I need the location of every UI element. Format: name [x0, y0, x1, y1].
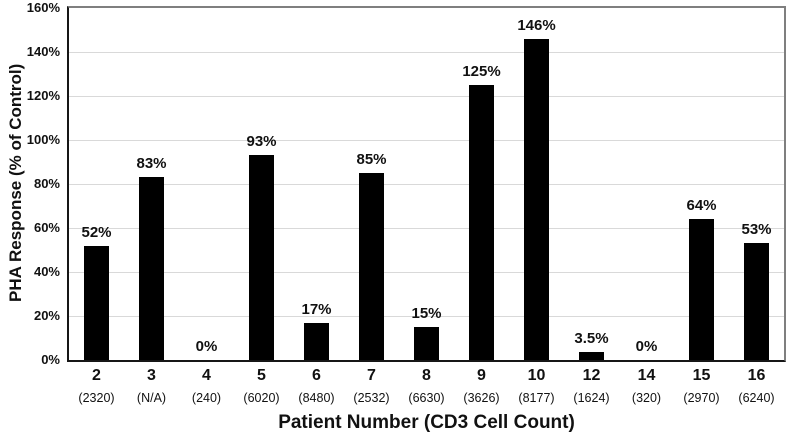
x-label-patient-16: 16 — [747, 367, 766, 384]
x-label-patient-10: 10 — [527, 367, 546, 384]
x-label-cd3-count-2: (2320) — [78, 391, 115, 405]
gridline-100 — [69, 139, 784, 141]
bar-value-label-patient-8: 15% — [411, 305, 442, 322]
x-label-cd3-count-9: (3626) — [463, 391, 500, 405]
gridline-20 — [69, 315, 784, 317]
x-label-cd3-count-12: (1624) — [573, 391, 610, 405]
y-tick-label-120pct: 120% — [26, 88, 60, 103]
x-label-cd3-count-6: (8480) — [298, 391, 335, 405]
x-label-patient-3: 3 — [147, 367, 156, 384]
y-tick-label-160pct: 160% — [26, 0, 60, 15]
bar-patient-5 — [249, 155, 274, 360]
bar-value-label-patient-14: 0% — [635, 338, 658, 355]
bar-patient-8 — [414, 327, 439, 360]
bar-patient-15 — [689, 219, 714, 360]
gridline-80 — [69, 183, 784, 185]
bar-patient-2 — [84, 245, 109, 360]
plot-area: 52% 83% 0% 93% 17% 85% 15% 125% 146% 3.5% 0% 64% 53% — [67, 6, 786, 362]
bar-value-label-patient-10: 146% — [517, 16, 556, 34]
gridline-60 — [69, 227, 784, 229]
x-label-patient-15: 15 — [692, 367, 711, 384]
bar-patient-6 — [304, 322, 329, 360]
bar-value-label-patient-7: 85% — [356, 151, 387, 168]
y-tick-label-140pct: 140% — [26, 44, 60, 59]
bar-value-label-patient-4: 0% — [195, 338, 218, 355]
x-label-patient-8: 8 — [422, 367, 431, 384]
x-label-cd3-count-7: (2532) — [353, 391, 390, 405]
x-label-patient-9: 9 — [477, 367, 486, 384]
x-label-patient-12: 12 — [582, 367, 601, 384]
bar-value-label-patient-16: 53% — [741, 221, 772, 239]
x-label-patient-7: 7 — [367, 367, 376, 384]
x-label-cd3-count-8: (6630) — [408, 391, 445, 405]
y-tick-label-80pct: 80% — [33, 176, 60, 191]
x-label-cd3-count-4: (240) — [191, 391, 222, 405]
bar-patient-7 — [359, 173, 384, 360]
gridline-120 — [69, 95, 784, 97]
x-label-patient-14: 14 — [637, 367, 656, 384]
bar-patient-12 — [579, 352, 604, 360]
x-label-cd3-count-14: (320) — [631, 391, 662, 405]
bar-value-label-patient-3: 83% — [136, 155, 167, 173]
x-label-patient-2: 2 — [92, 367, 101, 384]
bar-value-label-patient-9: 125% — [462, 63, 501, 80]
bar-value-label-patient-15: 64% — [686, 197, 717, 215]
x-axis-title: Patient Number (CD3 Cell Count) — [278, 412, 575, 433]
gridline-140 — [69, 51, 784, 53]
bar-value-label-patient-5: 93% — [246, 133, 277, 151]
bar-value-label-patient-6: 17% — [301, 300, 332, 318]
x-label-cd3-count-16: (6240) — [738, 391, 775, 405]
bar-value-label-patient-2: 52% — [81, 223, 112, 241]
x-label-cd3-count-3: (N/A) — [136, 391, 167, 405]
x-label-patient-4: 4 — [202, 367, 211, 384]
bar-patient-10 — [524, 38, 549, 360]
x-label-cd3-count-5: (6020) — [243, 391, 280, 405]
x-label-cd3-count-15: (2970) — [683, 391, 720, 405]
bar-patient-16 — [744, 243, 769, 360]
y-tick-label-40pct: 40% — [33, 264, 60, 279]
x-label-patient-5: 5 — [257, 367, 266, 384]
gridline-40 — [69, 271, 784, 273]
x-label-cd3-count-10: (8177) — [518, 391, 555, 405]
y-tick-label-20pct: 20% — [33, 308, 60, 323]
x-label-patient-6: 6 — [312, 367, 321, 384]
y-tick-label-0pct: 0% — [41, 352, 60, 367]
bar-patient-9 — [469, 85, 494, 360]
bar-patient-3 — [139, 177, 164, 360]
bar-value-label-patient-12: 3.5% — [574, 330, 609, 348]
y-tick-label-60pct: 60% — [33, 220, 60, 235]
y-tick-label-100pct: 100% — [26, 132, 60, 147]
